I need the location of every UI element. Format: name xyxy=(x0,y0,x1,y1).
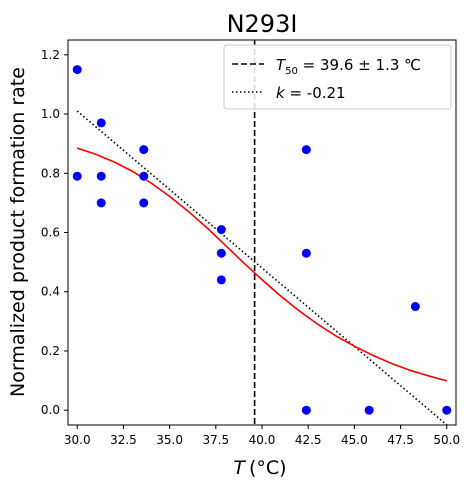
data-point xyxy=(96,198,106,208)
data-point xyxy=(139,171,149,181)
data-point xyxy=(96,118,106,128)
legend-t50-label: = 39.6 ± 1.3 ℃ xyxy=(298,56,421,74)
y-axis-label: Normalized product formation rate xyxy=(7,67,29,397)
y-tick-label: 1.2 xyxy=(41,48,60,62)
x-tick-label: 47.5 xyxy=(387,433,414,447)
x-tick-label: 30.0 xyxy=(64,433,91,447)
y-tick-label: 1.0 xyxy=(41,107,60,121)
x-tick-label: 37.5 xyxy=(202,433,229,447)
y-tick-label: 0.8 xyxy=(41,166,60,180)
x-axis-label-unit: (°C) xyxy=(249,457,287,479)
data-point xyxy=(72,171,82,181)
legend-entry-k: k = -0.21 xyxy=(276,84,346,102)
legend-t50-var: T xyxy=(276,56,287,74)
x-tick-label: 42.5 xyxy=(295,433,322,447)
data-point xyxy=(364,405,374,415)
data-point xyxy=(96,171,106,181)
legend-k-var: k xyxy=(276,84,286,102)
y-tick-label: 0.6 xyxy=(41,226,60,240)
data-point xyxy=(301,145,311,155)
data-point xyxy=(410,302,420,312)
data-point xyxy=(216,275,226,285)
legend-entry-t50: T50 = 39.6 ± 1.3 ℃ xyxy=(276,56,421,77)
data-point xyxy=(139,145,149,155)
x-tick-label: 50.0 xyxy=(433,433,460,447)
x-axis-label: T (°C) xyxy=(233,457,286,479)
legend-t50-sub: 50 xyxy=(285,66,298,77)
x-tick-label: 45.0 xyxy=(341,433,368,447)
y-tick-label: 0.2 xyxy=(41,344,60,358)
data-point xyxy=(301,248,311,258)
legend-box xyxy=(223,44,452,110)
x-tick-label: 40.0 xyxy=(249,433,276,447)
data-point xyxy=(72,65,82,75)
data-point xyxy=(216,248,226,258)
y-tick-label: 0.0 xyxy=(41,403,60,417)
x-tick-label: 32.5 xyxy=(110,433,137,447)
legend-k-label: = -0.21 xyxy=(285,84,346,102)
fit-curve xyxy=(76,147,448,382)
data-point xyxy=(216,225,226,235)
legend: T50 = 39.6 ± 1.3 ℃ k = -0.21 xyxy=(223,44,452,110)
data-point xyxy=(139,198,149,208)
chart-title: N293I xyxy=(227,10,298,38)
x-axis-label-var: T xyxy=(233,457,246,479)
y-tick-label: 0.4 xyxy=(41,285,60,299)
data-point xyxy=(301,405,311,415)
slope-line xyxy=(76,110,449,425)
data-point xyxy=(442,405,452,415)
x-tick-label: 35.0 xyxy=(156,433,183,447)
